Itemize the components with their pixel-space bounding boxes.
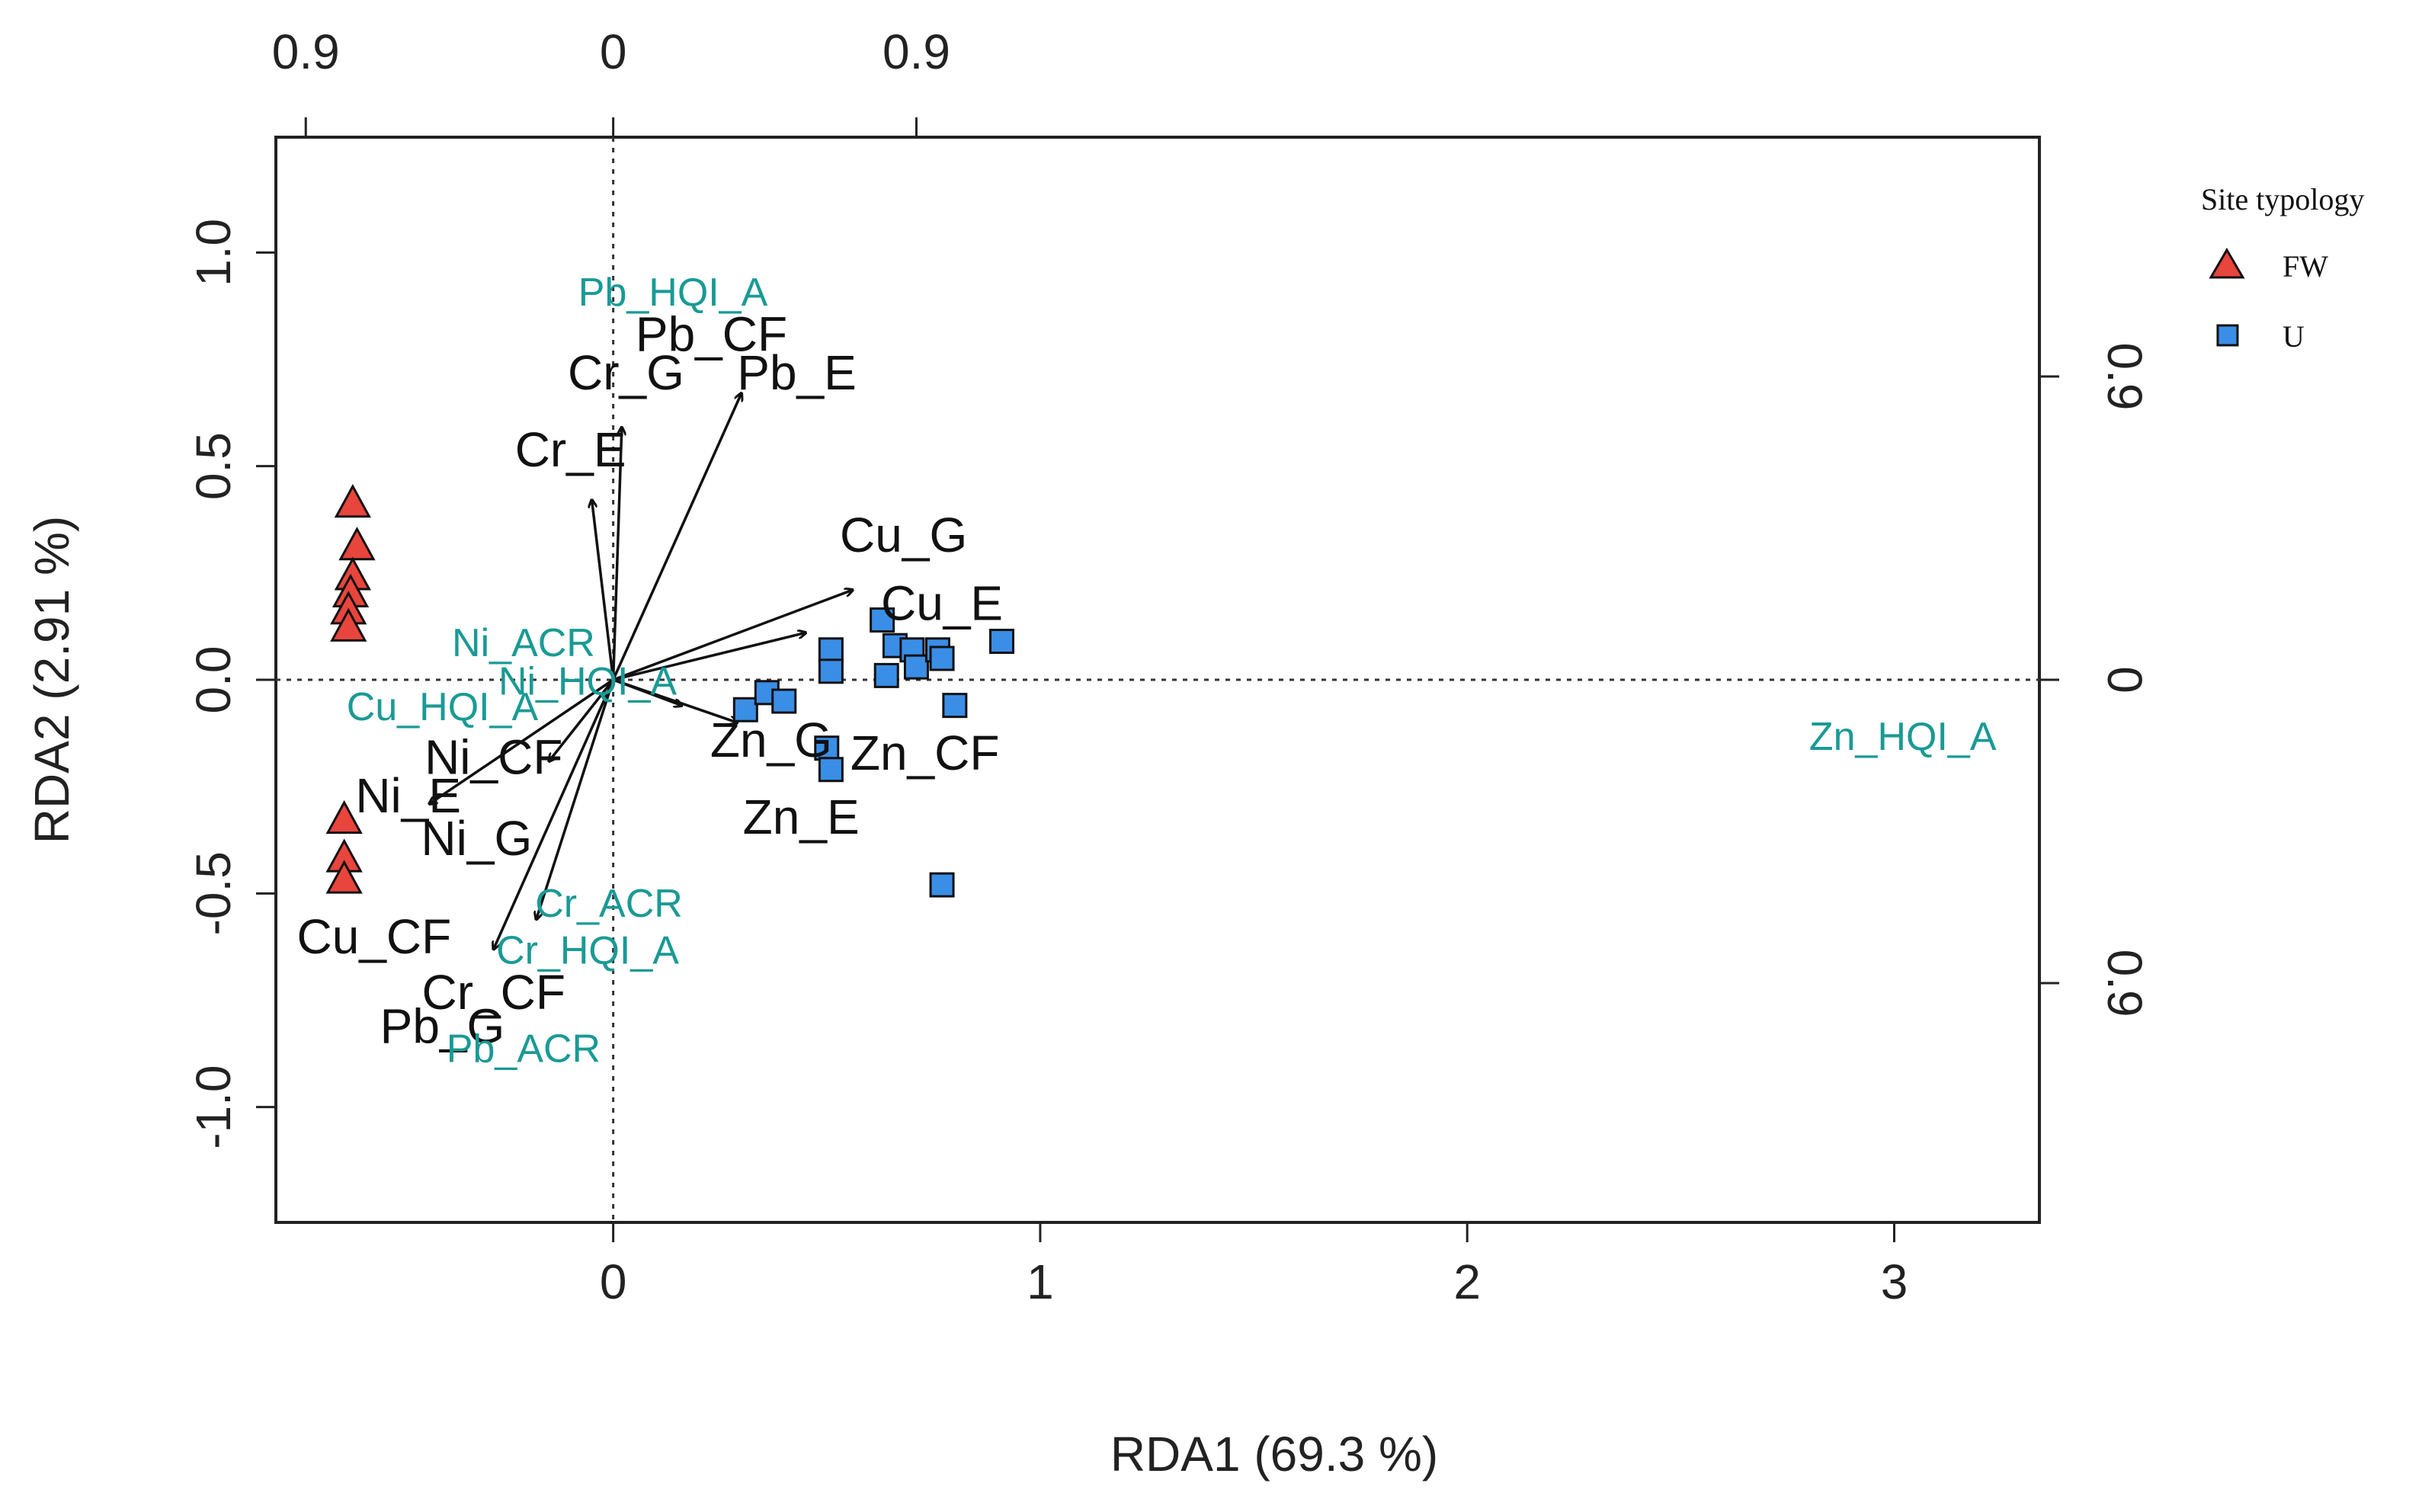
- label-zn-e: Zn_E: [743, 790, 860, 844]
- top-tick-label-0: 0.9: [272, 24, 340, 79]
- legend-marker-FW: [2209, 248, 2245, 279]
- label-cr-g: Cr_G: [568, 345, 684, 400]
- label-cu-cf: Cu_CF: [297, 909, 452, 964]
- point-u-4: [818, 658, 844, 684]
- label-cu-g: Cu_G: [840, 508, 967, 562]
- label-pb-hqi-a: Pb_HQI_A: [578, 271, 768, 315]
- y-tick-label-3: 0.5: [186, 432, 241, 500]
- x-tick-label-2: 2: [1453, 1254, 1481, 1309]
- arrow-2: [592, 501, 615, 681]
- arrow-4: [613, 633, 806, 681]
- x-tick-label-3: 3: [1881, 1254, 1908, 1309]
- point-fw-0: [334, 484, 371, 518]
- top-tick-label-1: 0: [600, 24, 627, 79]
- arrow-1: [611, 428, 622, 681]
- x-axis-title: RDA1 (69.3 %): [1110, 1427, 1438, 1482]
- y-tick-label-2: 0.0: [186, 646, 241, 714]
- site-points: [325, 484, 1014, 898]
- bottom-axis: 0 1 2 3: [600, 1222, 1908, 1309]
- label-cr-hqi-a: Cr_HQI_A: [496, 929, 679, 973]
- point-u-6: [818, 757, 844, 783]
- arrows: [430, 393, 853, 949]
- arrow-10: [494, 679, 615, 949]
- point-u-7: [870, 607, 895, 633]
- label-zn-cf: Zn_CF: [851, 726, 1000, 780]
- arrow-0: [612, 393, 742, 681]
- label-ni-g: Ni_G: [421, 811, 532, 866]
- arrow-9: [537, 679, 615, 919]
- point-fw-6: [325, 799, 363, 834]
- point-u-15: [988, 629, 1014, 655]
- label-cr-e: Cr_E: [515, 422, 626, 477]
- point-u-14: [942, 693, 968, 719]
- arrow-3: [613, 590, 853, 681]
- point-u-11: [903, 654, 929, 680]
- label-ni-cf: Ni_CF: [424, 729, 562, 784]
- top-axis: 0.9 0 0.9: [272, 24, 950, 137]
- label-cr-acr: Cr_ACR: [535, 882, 683, 926]
- y-tick-label-4: 1.0: [186, 219, 241, 287]
- point-u-13: [929, 645, 955, 671]
- legend-label-FW: FW: [2282, 249, 2328, 284]
- label-ni-hqi-a: Ni_HQI_A: [498, 659, 677, 703]
- right-tick-label-0: 0.9: [2097, 342, 2152, 410]
- legend-label-U: U: [2282, 319, 2305, 354]
- arrow-7: [430, 678, 614, 804]
- legend-marker-U: [2216, 324, 2239, 347]
- legend: Site typology FW U: [2201, 182, 2364, 354]
- right-tick-label-2: 0.9: [2097, 950, 2152, 1017]
- point-fw-5: [330, 607, 367, 642]
- label-cu-hqi-a: Cu_HQI_A: [347, 685, 539, 729]
- legend-title: Site typology: [2201, 182, 2364, 216]
- label-ni-e: Ni_E: [355, 768, 461, 823]
- point-u-0: [732, 697, 758, 722]
- y-tick-label-0: -1.0: [186, 1065, 241, 1148]
- point-u-3: [818, 637, 844, 663]
- label-pb-g: Pb_G: [380, 999, 505, 1054]
- label-zn-hqi-a: Zn_HQI_A: [1809, 715, 1997, 759]
- label-pb-e: Pb_E: [737, 345, 857, 400]
- arrow-8: [549, 678, 615, 761]
- label-cr-cf: Cr_CF: [422, 965, 565, 1020]
- label-ni-acr: Ni_ACR: [452, 621, 595, 665]
- y-axis-title: RDA2 (2.91 %): [24, 516, 79, 844]
- right-axis: 0.9 0 0.9: [2039, 342, 2152, 1017]
- point-fw-8: [325, 860, 363, 894]
- arrow-6: [613, 678, 682, 706]
- label-pb-acr: Pb_ACR: [447, 1027, 601, 1071]
- point-u-16: [929, 872, 955, 898]
- label-cu-e: Cu_E: [881, 576, 1003, 631]
- point-u-2: [771, 688, 797, 714]
- y-tick-label-1: -0.5: [186, 851, 241, 935]
- label-zn-g: Zn_G: [710, 713, 832, 767]
- point-u-9: [873, 662, 899, 688]
- left-axis: -1.0 -0.5 0.0 0.5 1.0: [186, 219, 276, 1149]
- point-fw-1: [338, 527, 376, 561]
- x-tick-label-1: 1: [1027, 1254, 1054, 1309]
- x-tick-label-0: 0: [600, 1254, 627, 1309]
- top-tick-label-2: 0.9: [883, 24, 950, 79]
- right-tick-label-1: 0: [2097, 666, 2152, 694]
- label-pb-cf: Pb_CF: [636, 306, 787, 361]
